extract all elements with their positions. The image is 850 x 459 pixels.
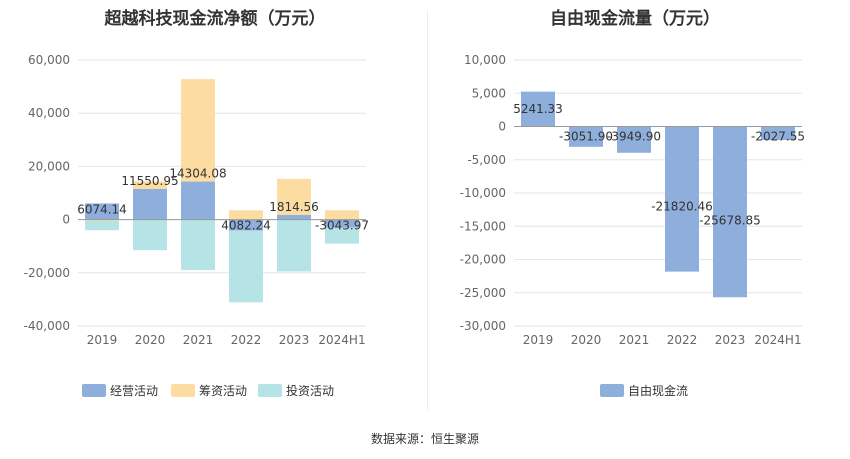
legend-label: 筹资活动 — [199, 384, 247, 398]
y-tick-label: 0 — [62, 213, 70, 227]
legend-label: 经营活动 — [110, 384, 158, 398]
bar — [277, 214, 311, 220]
x-tick-label: 2023 — [279, 333, 310, 347]
x-tick-label: 2022 — [231, 333, 262, 347]
data-label: -3043.97 — [315, 219, 369, 233]
legend-swatch — [600, 384, 624, 397]
bar — [181, 219, 215, 271]
bar — [133, 181, 167, 189]
data-label: -25678.85 — [699, 213, 761, 227]
data-label: -3051.90 — [559, 130, 613, 144]
data-label: 11550.95 — [121, 174, 178, 188]
y-tick-label: -20,000 — [24, 266, 70, 280]
y-tick-label: 40,000 — [28, 106, 70, 120]
bar — [569, 126, 603, 147]
data-label: -2027.55 — [751, 130, 805, 144]
bar — [665, 126, 699, 272]
y-tick-label: -20,000 — [460, 253, 506, 267]
data-label: 5241.33 — [513, 102, 563, 116]
bar — [713, 126, 747, 298]
x-tick-label: 2019 — [523, 333, 554, 347]
x-tick-label: 2019 — [87, 333, 118, 347]
x-tick-label: 2021 — [619, 333, 650, 347]
y-tick-label: 60,000 — [28, 53, 70, 67]
y-tick-label: 5,000 — [472, 86, 506, 100]
bar — [229, 219, 263, 231]
bar — [761, 126, 795, 140]
y-tick-label: -15,000 — [460, 219, 506, 233]
bar — [181, 79, 215, 182]
bar — [181, 181, 215, 220]
bar — [229, 210, 263, 220]
bar — [277, 219, 311, 272]
y-tick-label: -40,000 — [24, 319, 70, 333]
right-chart-title: 自由现金流量（万元） — [550, 9, 720, 29]
y-tick-label: -30,000 — [460, 319, 506, 333]
bar — [521, 91, 555, 127]
bar — [133, 188, 167, 220]
legend-swatch — [171, 384, 195, 397]
data-label: -3949.90 — [607, 130, 661, 144]
bar — [133, 219, 167, 251]
y-tick-label: -5,000 — [467, 153, 506, 167]
x-tick-label: 2020 — [135, 333, 166, 347]
chart-divider — [427, 10, 428, 410]
bar — [85, 203, 119, 220]
legend-swatch — [258, 384, 282, 397]
bar — [229, 230, 263, 303]
bar — [85, 220, 119, 231]
x-tick-label: 2021 — [183, 333, 214, 347]
data-label: 4082.24 — [221, 219, 271, 233]
bar — [277, 178, 311, 215]
x-tick-label: 2024H1 — [318, 333, 365, 347]
x-tick-label: 2020 — [571, 333, 602, 347]
left-chart-title: 超越科技现金流净额（万元） — [104, 9, 326, 29]
y-tick-label: -10,000 — [460, 186, 506, 200]
legend-label: 投资活动 — [286, 383, 334, 398]
y-tick-label: -25,000 — [460, 286, 506, 300]
y-tick-label: 10,000 — [464, 53, 506, 67]
y-tick-label: 20,000 — [28, 159, 70, 173]
bar — [325, 227, 359, 244]
bar — [617, 126, 651, 153]
source-footer: 数据来源：恒生聚源 — [370, 432, 479, 446]
x-tick-label: 2022 — [667, 333, 698, 347]
bar — [85, 219, 119, 221]
data-label: -21820.46 — [651, 199, 713, 213]
legend-label: 自由现金流 — [628, 383, 688, 398]
data-label: 6074.14 — [77, 203, 127, 217]
data-label: 1814.56 — [269, 200, 319, 214]
bar — [325, 219, 359, 228]
legend-swatch — [82, 384, 106, 397]
x-tick-label: 2024H1 — [754, 333, 801, 347]
y-tick-label: 0 — [498, 120, 506, 134]
data-label: 14304.08 — [169, 167, 226, 181]
x-tick-label: 2023 — [715, 333, 746, 347]
bar — [325, 210, 359, 220]
